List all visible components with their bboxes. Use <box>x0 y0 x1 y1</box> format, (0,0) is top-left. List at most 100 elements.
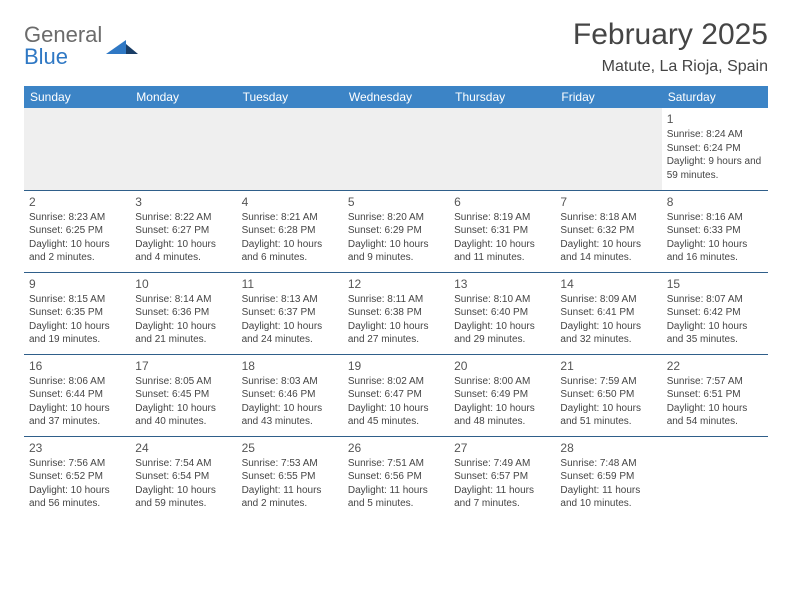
calendar-day-cell: 27Sunrise: 7:49 AMSunset: 6:57 PMDayligh… <box>449 436 555 518</box>
header: General Blue February 2025 Matute, La Ri… <box>24 18 768 76</box>
calendar-day-cell: 21Sunrise: 7:59 AMSunset: 6:50 PMDayligh… <box>555 354 661 436</box>
sunrise-text: Sunrise: 8:23 AM <box>29 211 125 225</box>
calendar-day-cell: 4Sunrise: 8:21 AMSunset: 6:28 PMDaylight… <box>237 190 343 272</box>
daylight-text: Daylight: 9 hours and 59 minutes. <box>667 155 763 182</box>
sunrise-text: Sunrise: 8:02 AM <box>348 375 444 389</box>
day-number: 17 <box>135 358 231 374</box>
day-number: 5 <box>348 194 444 210</box>
sunrise-text: Sunrise: 8:07 AM <box>667 293 763 307</box>
sunset-text: Sunset: 6:44 PM <box>29 388 125 402</box>
brand-logo: General Blue <box>24 18 140 68</box>
day-number: 16 <box>29 358 125 374</box>
sunset-text: Sunset: 6:38 PM <box>348 306 444 320</box>
day-number: 22 <box>667 358 763 374</box>
day-number: 19 <box>348 358 444 374</box>
sunset-text: Sunset: 6:36 PM <box>135 306 231 320</box>
calendar-day-cell: 9Sunrise: 8:15 AMSunset: 6:35 PMDaylight… <box>24 272 130 354</box>
daylight-text: Daylight: 10 hours and 45 minutes. <box>348 402 444 429</box>
calendar-day-cell <box>662 436 768 518</box>
calendar-day-cell: 1Sunrise: 8:24 AMSunset: 6:24 PMDaylight… <box>662 108 768 190</box>
calendar-head: Sunday Monday Tuesday Wednesday Thursday… <box>24 86 768 108</box>
calendar-day-cell <box>343 108 449 190</box>
daylight-text: Daylight: 11 hours and 7 minutes. <box>454 484 550 511</box>
day-number: 8 <box>667 194 763 210</box>
calendar-day-cell: 18Sunrise: 8:03 AMSunset: 6:46 PMDayligh… <box>237 354 343 436</box>
sunset-text: Sunset: 6:37 PM <box>242 306 338 320</box>
day-number: 21 <box>560 358 656 374</box>
daylight-text: Daylight: 10 hours and 6 minutes. <box>242 238 338 265</box>
day-number: 15 <box>667 276 763 292</box>
sunrise-text: Sunrise: 7:59 AM <box>560 375 656 389</box>
sunrise-text: Sunrise: 8:06 AM <box>29 375 125 389</box>
day-number: 2 <box>29 194 125 210</box>
sunrise-text: Sunrise: 7:49 AM <box>454 457 550 471</box>
calendar-table: Sunday Monday Tuesday Wednesday Thursday… <box>24 86 768 518</box>
weekday-heading: Friday <box>555 86 661 108</box>
daylight-text: Daylight: 10 hours and 21 minutes. <box>135 320 231 347</box>
sunset-text: Sunset: 6:41 PM <box>560 306 656 320</box>
daylight-text: Daylight: 10 hours and 11 minutes. <box>454 238 550 265</box>
sunrise-text: Sunrise: 7:51 AM <box>348 457 444 471</box>
weekday-row: Sunday Monday Tuesday Wednesday Thursday… <box>24 86 768 108</box>
sunset-text: Sunset: 6:49 PM <box>454 388 550 402</box>
calendar-day-cell: 15Sunrise: 8:07 AMSunset: 6:42 PMDayligh… <box>662 272 768 354</box>
calendar-week-row: 1Sunrise: 8:24 AMSunset: 6:24 PMDaylight… <box>24 108 768 190</box>
sunset-text: Sunset: 6:51 PM <box>667 388 763 402</box>
sunrise-text: Sunrise: 8:14 AM <box>135 293 231 307</box>
day-number: 11 <box>242 276 338 292</box>
sunset-text: Sunset: 6:28 PM <box>242 224 338 238</box>
sunrise-text: Sunrise: 8:20 AM <box>348 211 444 225</box>
sunrise-text: Sunrise: 8:15 AM <box>29 293 125 307</box>
calendar-day-cell: 10Sunrise: 8:14 AMSunset: 6:36 PMDayligh… <box>130 272 236 354</box>
day-number: 1 <box>667 111 763 127</box>
calendar-day-cell: 6Sunrise: 8:19 AMSunset: 6:31 PMDaylight… <box>449 190 555 272</box>
daylight-text: Daylight: 10 hours and 40 minutes. <box>135 402 231 429</box>
daylight-text: Daylight: 10 hours and 43 minutes. <box>242 402 338 429</box>
daylight-text: Daylight: 11 hours and 2 minutes. <box>242 484 338 511</box>
day-number: 18 <box>242 358 338 374</box>
daylight-text: Daylight: 10 hours and 4 minutes. <box>135 238 231 265</box>
sunset-text: Sunset: 6:35 PM <box>29 306 125 320</box>
day-number: 10 <box>135 276 231 292</box>
sunset-text: Sunset: 6:45 PM <box>135 388 231 402</box>
weekday-heading: Monday <box>130 86 236 108</box>
sunset-text: Sunset: 6:27 PM <box>135 224 231 238</box>
location-label: Matute, La Rioja, Spain <box>573 58 768 76</box>
sunrise-text: Sunrise: 8:16 AM <box>667 211 763 225</box>
sunset-text: Sunset: 6:29 PM <box>348 224 444 238</box>
calendar-day-cell <box>130 108 236 190</box>
calendar-day-cell: 19Sunrise: 8:02 AMSunset: 6:47 PMDayligh… <box>343 354 449 436</box>
calendar-day-cell: 25Sunrise: 7:53 AMSunset: 6:55 PMDayligh… <box>237 436 343 518</box>
sunrise-text: Sunrise: 7:48 AM <box>560 457 656 471</box>
daylight-text: Daylight: 10 hours and 54 minutes. <box>667 402 763 429</box>
day-number: 26 <box>348 440 444 456</box>
daylight-text: Daylight: 10 hours and 9 minutes. <box>348 238 444 265</box>
sunset-text: Sunset: 6:52 PM <box>29 470 125 484</box>
brand-part2: Blue <box>24 44 68 69</box>
day-number: 13 <box>454 276 550 292</box>
sunrise-text: Sunrise: 8:09 AM <box>560 293 656 307</box>
calendar-week-row: 9Sunrise: 8:15 AMSunset: 6:35 PMDaylight… <box>24 272 768 354</box>
brand-text: General Blue <box>24 24 102 68</box>
calendar-day-cell: 2Sunrise: 8:23 AMSunset: 6:25 PMDaylight… <box>24 190 130 272</box>
sunrise-text: Sunrise: 8:05 AM <box>135 375 231 389</box>
daylight-text: Daylight: 10 hours and 59 minutes. <box>135 484 231 511</box>
daylight-text: Daylight: 10 hours and 14 minutes. <box>560 238 656 265</box>
calendar-week-row: 23Sunrise: 7:56 AMSunset: 6:52 PMDayligh… <box>24 436 768 518</box>
sunset-text: Sunset: 6:59 PM <box>560 470 656 484</box>
sunset-text: Sunset: 6:40 PM <box>454 306 550 320</box>
sunset-text: Sunset: 6:24 PM <box>667 142 763 156</box>
calendar-day-cell: 8Sunrise: 8:16 AMSunset: 6:33 PMDaylight… <box>662 190 768 272</box>
daylight-text: Daylight: 10 hours and 19 minutes. <box>29 320 125 347</box>
day-number: 23 <box>29 440 125 456</box>
day-number: 12 <box>348 276 444 292</box>
daylight-text: Daylight: 10 hours and 27 minutes. <box>348 320 444 347</box>
sunset-text: Sunset: 6:47 PM <box>348 388 444 402</box>
daylight-text: Daylight: 11 hours and 10 minutes. <box>560 484 656 511</box>
day-number: 9 <box>29 276 125 292</box>
sunset-text: Sunset: 6:31 PM <box>454 224 550 238</box>
calendar-week-row: 16Sunrise: 8:06 AMSunset: 6:44 PM Dayligh… <box>24 354 768 436</box>
sunset-text: Sunset: 6:50 PM <box>560 388 656 402</box>
weekday-heading: Sunday <box>24 86 130 108</box>
day-number: 25 <box>242 440 338 456</box>
